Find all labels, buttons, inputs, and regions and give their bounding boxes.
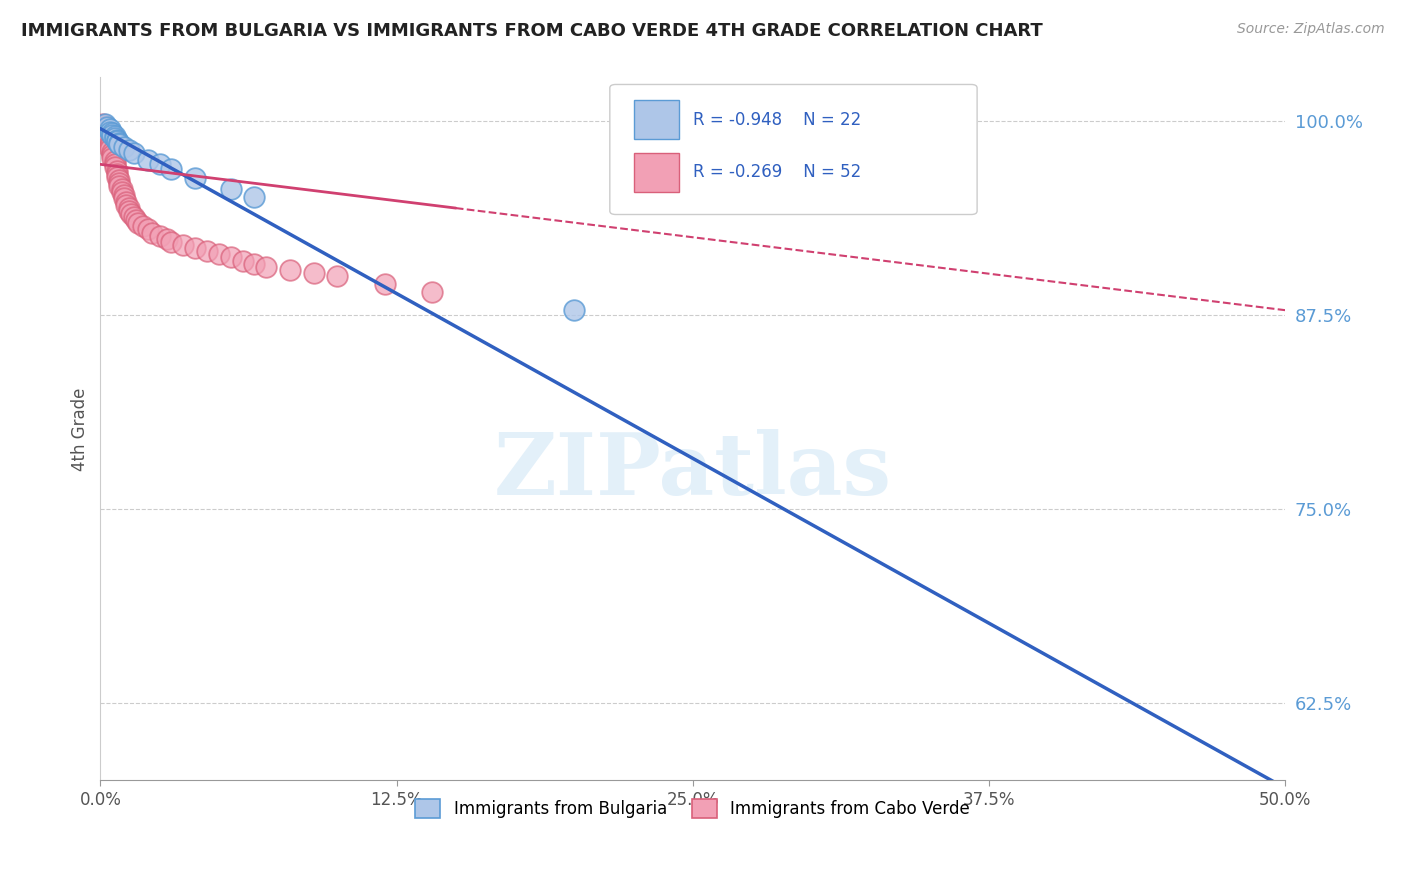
Point xyxy=(562,303,585,318)
Point xyxy=(118,201,141,215)
Point xyxy=(326,268,349,283)
Point xyxy=(149,228,172,243)
Point xyxy=(208,247,231,261)
Point xyxy=(94,126,117,140)
Point xyxy=(103,157,125,171)
Point xyxy=(115,197,138,211)
Point xyxy=(98,125,121,139)
Point xyxy=(94,117,117,131)
Point xyxy=(105,163,128,178)
Point xyxy=(120,207,142,221)
Point xyxy=(184,171,207,186)
Point xyxy=(231,253,253,268)
Point xyxy=(108,136,131,150)
Point xyxy=(156,232,179,246)
Point xyxy=(111,186,134,200)
Point xyxy=(101,148,124,162)
Point xyxy=(98,121,121,136)
Text: R = -0.269    N = 52: R = -0.269 N = 52 xyxy=(693,163,860,181)
Point xyxy=(105,169,128,184)
Point xyxy=(132,219,155,234)
Point xyxy=(302,266,325,280)
Text: Source: ZipAtlas.com: Source: ZipAtlas.com xyxy=(1237,22,1385,37)
Text: IMMIGRANTS FROM BULGARIA VS IMMIGRANTS FROM CABO VERDE 4TH GRADE CORRELATION CHA: IMMIGRANTS FROM BULGARIA VS IMMIGRANTS F… xyxy=(21,22,1043,40)
Point xyxy=(136,153,159,167)
Text: ZIPatlas: ZIPatlas xyxy=(494,429,891,513)
Point xyxy=(278,263,301,277)
Point xyxy=(254,260,277,274)
Point xyxy=(118,203,141,218)
Point xyxy=(195,244,218,259)
Point xyxy=(115,194,138,209)
Point xyxy=(149,157,172,171)
Point xyxy=(136,222,159,236)
Point xyxy=(160,161,183,176)
Point xyxy=(101,128,124,142)
Point xyxy=(420,285,443,299)
Point xyxy=(122,146,145,161)
Point xyxy=(103,161,125,175)
Point xyxy=(374,277,396,291)
Point xyxy=(101,151,124,165)
Point xyxy=(108,173,131,187)
Point xyxy=(160,235,183,249)
Point xyxy=(219,251,242,265)
FancyBboxPatch shape xyxy=(610,85,977,214)
Point xyxy=(91,120,114,134)
Point xyxy=(118,144,141,158)
Point xyxy=(105,134,128,148)
Point xyxy=(101,145,124,159)
Legend: Immigrants from Bulgaria, Immigrants from Cabo Verde: Immigrants from Bulgaria, Immigrants fro… xyxy=(409,792,977,825)
Point xyxy=(243,190,266,204)
Point xyxy=(103,129,125,144)
Point xyxy=(122,210,145,224)
Point xyxy=(112,140,135,154)
Text: R = -0.948    N = 22: R = -0.948 N = 22 xyxy=(693,111,860,128)
Point xyxy=(105,132,128,146)
Point xyxy=(243,257,266,271)
Point xyxy=(112,188,135,202)
Point xyxy=(219,182,242,196)
Point xyxy=(98,138,121,153)
Point xyxy=(94,123,117,137)
Point xyxy=(112,191,135,205)
Point xyxy=(103,131,125,145)
FancyBboxPatch shape xyxy=(634,153,679,192)
Point xyxy=(98,142,121,156)
Point xyxy=(108,179,131,194)
Point xyxy=(172,238,194,252)
Point xyxy=(101,126,124,140)
Point xyxy=(127,216,149,230)
Point xyxy=(98,136,121,150)
Point xyxy=(103,154,125,169)
Point xyxy=(108,176,131,190)
Point xyxy=(96,120,118,134)
Point xyxy=(108,137,131,152)
Y-axis label: 4th Grade: 4th Grade xyxy=(72,387,89,471)
Point xyxy=(184,241,207,255)
Point xyxy=(125,213,148,227)
Point xyxy=(91,117,114,131)
Point xyxy=(141,226,163,240)
FancyBboxPatch shape xyxy=(634,100,679,139)
Point xyxy=(96,132,118,146)
Point xyxy=(105,167,128,181)
Point xyxy=(111,182,134,196)
Point xyxy=(96,129,118,144)
